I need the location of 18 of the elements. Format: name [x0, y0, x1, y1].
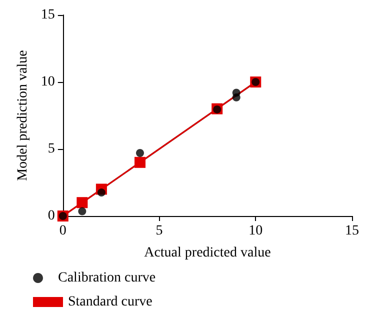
y-tick-label: 10 — [40, 74, 55, 90]
x-tick-label: 15 — [345, 224, 359, 238]
point — [97, 188, 106, 197]
legend-label: Calibration curve — [58, 270, 156, 286]
point — [136, 149, 144, 158]
point — [134, 156, 146, 168]
x-tick-label: 5 — [156, 224, 163, 238]
y-tick-label: 15 — [40, 8, 55, 22]
y-tick-label: 0 — [48, 208, 55, 224]
point — [76, 197, 88, 208]
y-axis-title: Model prediction value — [16, 50, 30, 181]
legend-label: Standard curve — [68, 294, 152, 310]
x-tick-label: 0 — [59, 224, 66, 238]
point — [78, 207, 86, 216]
x-axis-title: Actual predicted value — [144, 246, 271, 260]
y-tick-label: 5 — [48, 142, 55, 156]
point — [232, 88, 240, 97]
x-tick-label: 10 — [248, 224, 263, 238]
